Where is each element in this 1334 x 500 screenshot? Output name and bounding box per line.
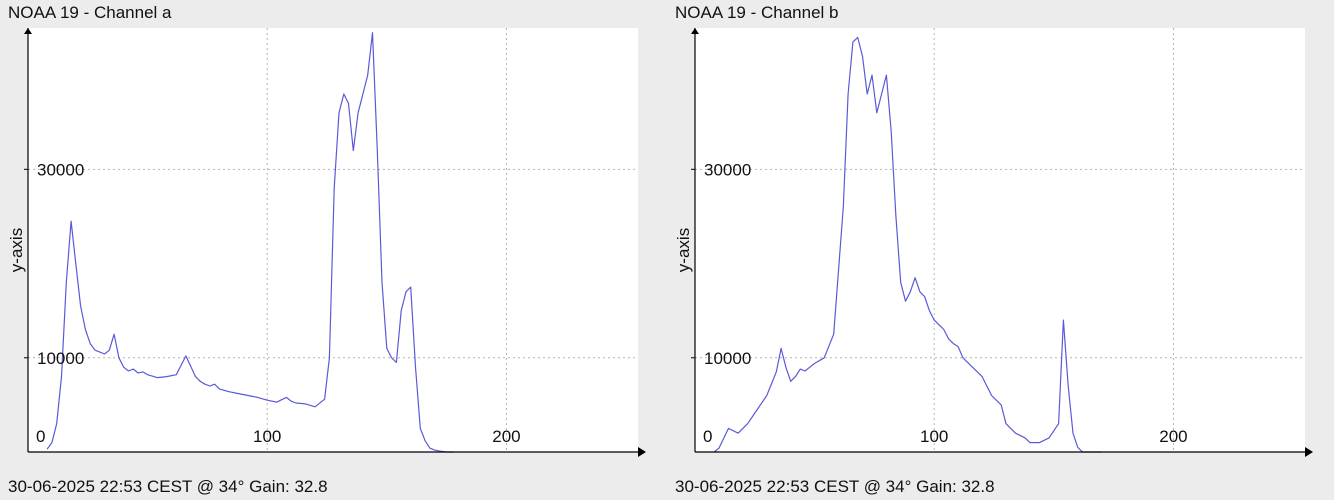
chart-title: NOAA 19 - Channel a: [8, 3, 172, 22]
y-axis-arrow-icon: [691, 28, 699, 34]
x-tick-label: 100: [920, 427, 948, 446]
x-tick-label: 0: [36, 427, 45, 446]
x-axis-arrow-icon: [638, 447, 646, 457]
series-line: [46, 32, 454, 453]
chart-plot-b: 10000 30000 0 100 200 y-axis: [674, 28, 1313, 457]
x-tick-label: 0: [703, 427, 712, 446]
chart-panel-channel-a: 10000 30000 0 100 200 y-axis NOAA 19 - Channe…: [7, 3, 646, 496]
chart-footer-status: 30-06-2025 22:53 CEST @ 34° Gain: 32.8: [8, 477, 328, 496]
chart-panel-channel-b: 10000 30000 0 100 200 y-axis NOAA 19 - Channe…: [667, 0, 1334, 500]
y-tick-label: 30000: [704, 160, 751, 179]
y-tick-label: 10000: [37, 349, 84, 368]
y-tick-label: 10000: [704, 349, 751, 368]
y-axis-label: y-axis: [674, 228, 693, 272]
x-axis-arrow-icon: [1305, 447, 1313, 457]
plot-area: [695, 28, 1305, 452]
y-axis-label: y-axis: [7, 228, 26, 272]
chart-title: NOAA 19 - Channel b: [675, 3, 839, 22]
y-tick-label: 30000: [37, 160, 84, 179]
series-line: [713, 36, 1102, 453]
x-tick-label: 100: [253, 427, 281, 446]
y-axis-arrow-icon: [24, 28, 32, 34]
x-tick-label: 200: [492, 427, 520, 446]
chart-plot-a: 10000 30000 0 100 200 y-axis: [7, 28, 646, 457]
x-tick-label: 200: [1159, 427, 1187, 446]
chart-footer-status: 30-06-2025 22:53 CEST @ 34° Gain: 32.8: [675, 477, 995, 496]
